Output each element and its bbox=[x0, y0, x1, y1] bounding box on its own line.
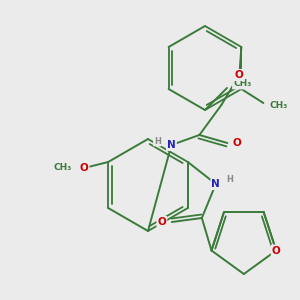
Text: O: O bbox=[272, 245, 280, 256]
Text: CH₃: CH₃ bbox=[269, 100, 288, 109]
Text: O: O bbox=[235, 70, 244, 80]
Text: H: H bbox=[226, 176, 233, 184]
Text: H: H bbox=[154, 136, 161, 146]
Text: N: N bbox=[167, 140, 176, 150]
Text: N: N bbox=[212, 179, 220, 189]
Text: O: O bbox=[158, 217, 166, 227]
Text: O: O bbox=[233, 138, 242, 148]
Text: CH₃: CH₃ bbox=[233, 80, 251, 88]
Text: O: O bbox=[80, 163, 88, 173]
Text: CH₃: CH₃ bbox=[53, 164, 71, 172]
